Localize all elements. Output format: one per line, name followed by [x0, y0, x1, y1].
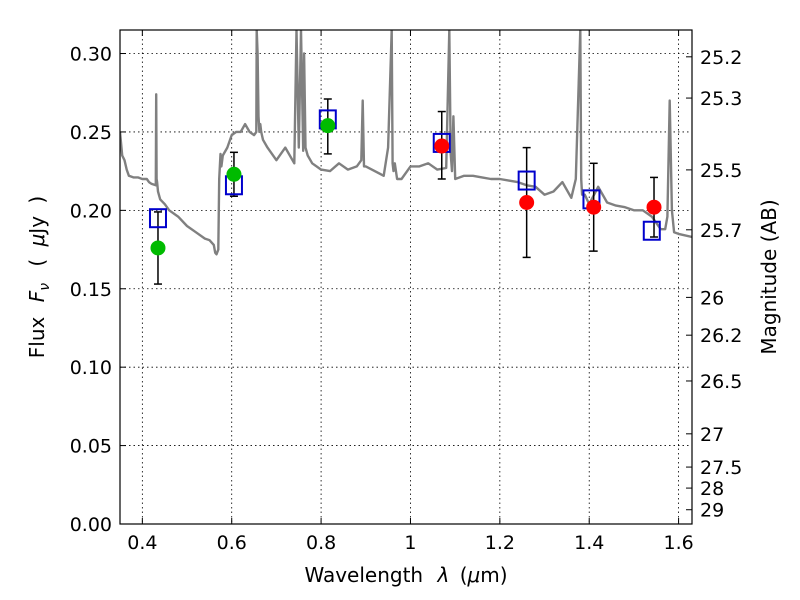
y2-tick-label: 26	[700, 287, 724, 309]
y-axis-label-unit-rest: Jy	[25, 216, 49, 236]
plot-area	[120, 30, 692, 285]
x-axis-label-unit-open: (	[460, 563, 468, 587]
x-tick-label: 1.2	[485, 532, 515, 554]
y2-tick-label: 27.5	[700, 457, 742, 479]
y-axis-label-text: Flux	[25, 316, 49, 358]
y-axis-label-unit-open: (	[25, 259, 49, 267]
x-axis-label-unit-mu: μ	[467, 563, 481, 587]
x-tick-label: 1.4	[574, 532, 604, 554]
y-axis-label-unit-close: )	[25, 196, 49, 204]
x-axis-label-text: Wavelength	[304, 563, 423, 587]
y-tick-label: 0.00	[70, 514, 112, 536]
model-spectrum-line	[120, 30, 692, 256]
plot-frame	[119, 29, 693, 525]
y-axis-label-unit-mu: μ	[25, 234, 49, 248]
observed-flux-point	[519, 195, 535, 211]
y2-tick-label: 25.2	[700, 47, 742, 69]
x-axis-label-unit-rest: m)	[480, 563, 507, 587]
x-tick-label: 0.4	[127, 532, 157, 554]
y2-tick-label: 28	[700, 478, 724, 500]
observed-flux-point	[434, 138, 450, 154]
x-tick-label: 0.8	[306, 532, 336, 554]
y2-tick-label: 25.5	[700, 160, 742, 182]
y-tick-label: 0.10	[70, 357, 112, 379]
y2-axis-label: Magnitude (AB)	[757, 199, 781, 354]
x-axis-label-symbol: λ	[436, 563, 449, 587]
x-tick-label: 1.6	[663, 532, 693, 554]
y2-tick-label: 27	[700, 424, 724, 446]
y2-tick-label: 25.3	[700, 88, 742, 110]
observed-flux-point	[226, 166, 242, 182]
observed-flux-point	[586, 199, 602, 215]
y-tick-label: 0.20	[70, 200, 112, 222]
y-axis-label: Flux Fν ( μJy )	[25, 196, 54, 358]
y-axis-label-subscript: ν	[37, 283, 53, 291]
x-axis-label: Wavelength λ (μm)	[304, 563, 507, 587]
y2-tick-label: 29	[700, 500, 724, 522]
model-flux-box	[148, 208, 167, 229]
y-tick-label: 0.25	[70, 122, 112, 144]
model-flux-box	[517, 170, 536, 191]
observed-flux-point	[150, 240, 166, 256]
model-flux-box	[642, 220, 661, 241]
y-tick-label: 0.15	[70, 279, 112, 301]
y-axis-label-symbol: F	[25, 290, 49, 302]
grid-lines	[120, 30, 692, 525]
axis-ticks: 0.4 0.6 0.8 1 1.2 1.4 1.6 0.00 0.05 0.10 0.15 0.20 0…	[70, 30, 742, 554]
y-tick-label: 0.05	[70, 436, 112, 458]
y2-tick-label: 26.5	[700, 371, 742, 393]
y-tick-label: 0.30	[70, 44, 112, 66]
y2-tick-label: 25.7	[700, 220, 742, 242]
observed-flux-point	[646, 199, 662, 215]
x-tick-label: 0.6	[217, 532, 247, 554]
x-tick-label: 1	[404, 532, 416, 554]
y2-tick-label: 26.2	[700, 325, 742, 347]
observed-flux-point	[320, 118, 336, 134]
